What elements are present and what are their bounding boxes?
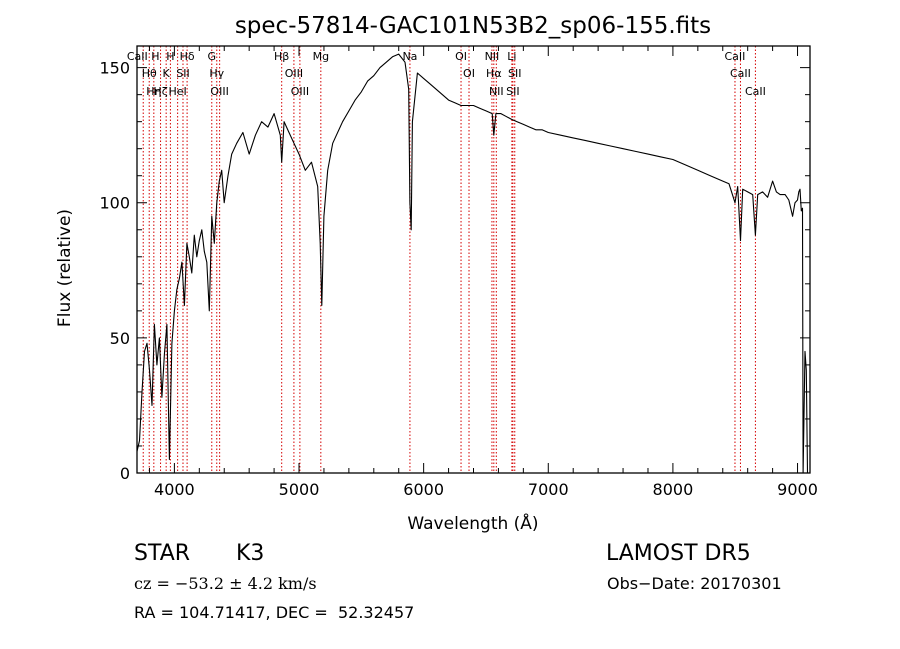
spectrum-line xyxy=(136,53,809,474)
y-tick-label: 100 xyxy=(99,194,130,213)
marker-label: Hζ xyxy=(153,85,167,98)
marker-label: H xyxy=(166,50,174,63)
marker-label: HeI xyxy=(168,85,186,98)
marker-label: CaII xyxy=(745,85,766,98)
y-tick-label: 0 xyxy=(120,464,130,483)
marker-label: NII xyxy=(489,85,504,98)
survey-label: LAMOST DR5 xyxy=(606,541,751,566)
marker-label: OIII xyxy=(285,67,303,80)
plot-frame xyxy=(136,45,811,474)
marker-label: Hη xyxy=(146,85,161,98)
x-axis-label: Wavelength (Å) xyxy=(407,512,538,534)
y-tick-label: 50 xyxy=(110,329,130,348)
x-tick-label: 6000 xyxy=(403,480,444,499)
obs-date-label: Obs−Date: 20170301 xyxy=(607,574,782,593)
marker-label: Hα xyxy=(486,67,502,80)
marker-label: Na xyxy=(402,50,417,63)
marker-label: OIII xyxy=(210,85,228,98)
marker-label: Mg xyxy=(313,50,329,63)
y-tick-label: 150 xyxy=(99,59,130,78)
marker-label: CaII H xyxy=(127,50,160,63)
marker-label: OI xyxy=(455,50,467,63)
marker-label: K xyxy=(163,67,171,80)
class-label: STAR xyxy=(134,541,191,566)
coordinates-label: RA = 104.71417, DEC = 52.32457 xyxy=(134,603,415,622)
marker-label: CaII xyxy=(725,50,746,63)
x-tick-label: 9000 xyxy=(777,480,818,499)
marker-label: Hθ xyxy=(142,67,157,80)
marker-label: Hδ xyxy=(180,50,195,63)
marker-label: OIII xyxy=(291,85,309,98)
marker-label: Hγ xyxy=(209,67,224,80)
x-tick-label: 7000 xyxy=(528,480,569,499)
marker-label: SII xyxy=(508,67,521,80)
marker-label: G xyxy=(208,50,217,63)
marker-label: Hβ xyxy=(274,50,289,63)
velocity-label: cz = −53.2 ± 4.2 km/s xyxy=(134,574,317,593)
subclass-label: K3 xyxy=(236,541,265,566)
marker-label: OI xyxy=(463,67,475,80)
y-axis-label: Flux (relative) xyxy=(55,209,75,327)
marker-label: NII xyxy=(485,50,500,63)
spectral-line-markers xyxy=(142,46,756,473)
chart-title: spec-57814-GAC101N53B2_sp06-155.fits xyxy=(235,13,711,39)
marker-label: CaII xyxy=(730,67,751,80)
spectrum-series xyxy=(136,53,809,474)
x-tick-label: 5000 xyxy=(279,480,320,499)
marker-label: SII xyxy=(176,67,189,80)
x-tick-label: 8000 xyxy=(653,480,694,499)
marker-label: Li xyxy=(507,50,516,63)
axis-ticks: 4000 5000 6000 7000 8000 9000 0 50 100 150 xyxy=(99,46,818,499)
x-tick-label: 4000 xyxy=(154,480,195,499)
marker-label: SII xyxy=(506,85,519,98)
